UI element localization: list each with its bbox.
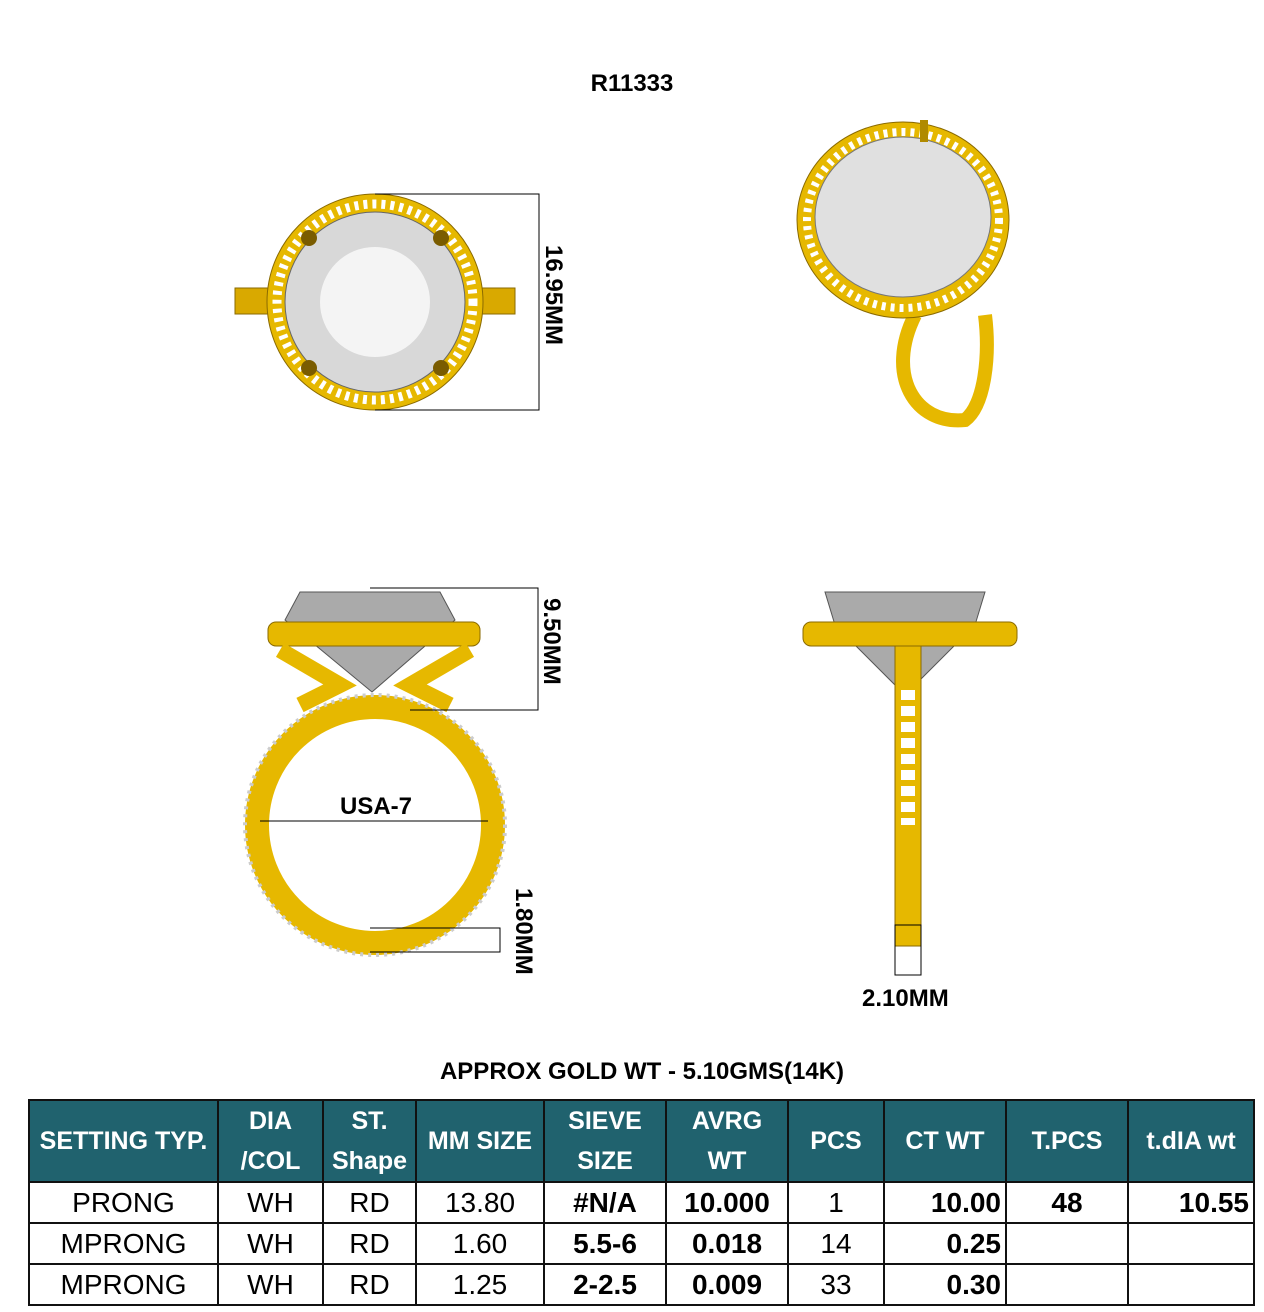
shank-width-dimension: 2.10MM xyxy=(862,985,949,1012)
table-cell: 5.5-6 xyxy=(543,1222,667,1265)
ring-front-view xyxy=(243,587,539,957)
table-cell: 2-2.5 xyxy=(543,1263,667,1306)
table-cell: 14 xyxy=(787,1222,885,1265)
column-header-line: t.dIA wt xyxy=(1146,1127,1236,1155)
ring-side-view xyxy=(802,591,1018,976)
column-header: t.dIA wt xyxy=(1127,1099,1255,1183)
table-cell: 0.018 xyxy=(665,1222,789,1265)
diameter-dimension: 16.95MM xyxy=(540,245,567,346)
table-header-row: SETTING TYP. DIA/COL ST. Shape MM SIZE SIEVE S… xyxy=(28,1099,1255,1183)
column-header: MM SIZE xyxy=(415,1099,545,1183)
column-header: SIEVE SIZE xyxy=(543,1099,667,1183)
design-code: R11333 xyxy=(590,70,674,97)
table-cell: 13.80 xyxy=(415,1181,545,1224)
column-header-line: SIEVE xyxy=(568,1107,642,1135)
table-cell: 1 xyxy=(787,1181,885,1224)
column-header: ST. Shape xyxy=(322,1099,417,1183)
table-cell: 0.30 xyxy=(883,1263,1007,1306)
column-header-line: ST. xyxy=(351,1107,388,1135)
table-cell: 1.60 xyxy=(415,1222,545,1265)
table-cell: RD xyxy=(322,1222,417,1265)
table-cell: WH xyxy=(217,1222,324,1265)
table-cell: PRONG xyxy=(28,1181,219,1224)
table-cell: 10.00 xyxy=(883,1181,1007,1224)
shank-thickness-dimension: 1.80MM xyxy=(510,888,537,975)
column-header-line: SETTING TYP. xyxy=(39,1127,208,1155)
column-header: CT WT xyxy=(883,1099,1007,1183)
column-header-line: PCS xyxy=(810,1127,862,1155)
table-cell: WH xyxy=(217,1181,324,1224)
column-header: T.PCS xyxy=(1005,1099,1129,1183)
stone-spec-table: SETTING TYP. DIA/COL ST. Shape MM SIZE SIEVE S… xyxy=(28,1099,1255,1306)
table-cell: 0.009 xyxy=(665,1263,789,1306)
column-header-line: AVRG xyxy=(691,1107,763,1135)
column-header: PCS xyxy=(787,1099,885,1183)
table-row: PRONG WH RD 13.80 #N/A 10.000 1 10.00 48 10.55 xyxy=(28,1181,1255,1224)
column-header: DIA/COL xyxy=(217,1099,324,1183)
height-dimension: 9.50MM xyxy=(538,598,565,685)
table-cell: 10.000 xyxy=(665,1181,789,1224)
table-row: MPRONG WH RD 1.25 2-2.5 0.009 33 0.30 xyxy=(28,1263,1255,1306)
table-row: MPRONG WH RD 1.60 5.5-6 0.018 14 0.25 xyxy=(28,1222,1255,1265)
column-header-line: Shape xyxy=(331,1147,408,1175)
table-cell: 1.25 xyxy=(415,1263,545,1306)
table-cell: RD xyxy=(322,1181,417,1224)
table-cell: #N/A xyxy=(543,1181,667,1224)
table-cell xyxy=(1005,1222,1129,1265)
ring-size-label: USA-7 xyxy=(340,793,413,820)
table-cell: MPRONG xyxy=(28,1222,219,1265)
table-cell xyxy=(1127,1222,1255,1265)
column-header-line: /COL xyxy=(240,1147,301,1175)
column-header-line: CT WT xyxy=(905,1127,985,1155)
column-header-line: WT xyxy=(707,1147,747,1175)
column-header-line: MM SIZE xyxy=(427,1127,533,1155)
table-cell xyxy=(1005,1263,1129,1306)
table-cell: 0.25 xyxy=(883,1222,1007,1265)
table-cell: 33 xyxy=(787,1263,885,1306)
column-header: SETTING TYP. xyxy=(28,1099,219,1183)
table-cell: 48 xyxy=(1005,1181,1129,1224)
table-cell: WH xyxy=(217,1263,324,1306)
column-header-line: SIZE xyxy=(577,1147,633,1175)
ring-top-view xyxy=(234,193,540,411)
table-cell xyxy=(1127,1263,1255,1306)
ring-perspective-view xyxy=(796,120,1010,428)
column-header-line: T.PCS xyxy=(1031,1127,1103,1155)
column-header-line: DIA xyxy=(248,1107,293,1135)
table-cell: RD xyxy=(322,1263,417,1306)
column-header: AVRG WT xyxy=(665,1099,789,1183)
gold-weight: APPROX GOLD WT - 5.10GMS(14K) xyxy=(439,1058,845,1085)
table-cell: MPRONG xyxy=(28,1263,219,1306)
table-cell: 10.55 xyxy=(1127,1181,1255,1224)
